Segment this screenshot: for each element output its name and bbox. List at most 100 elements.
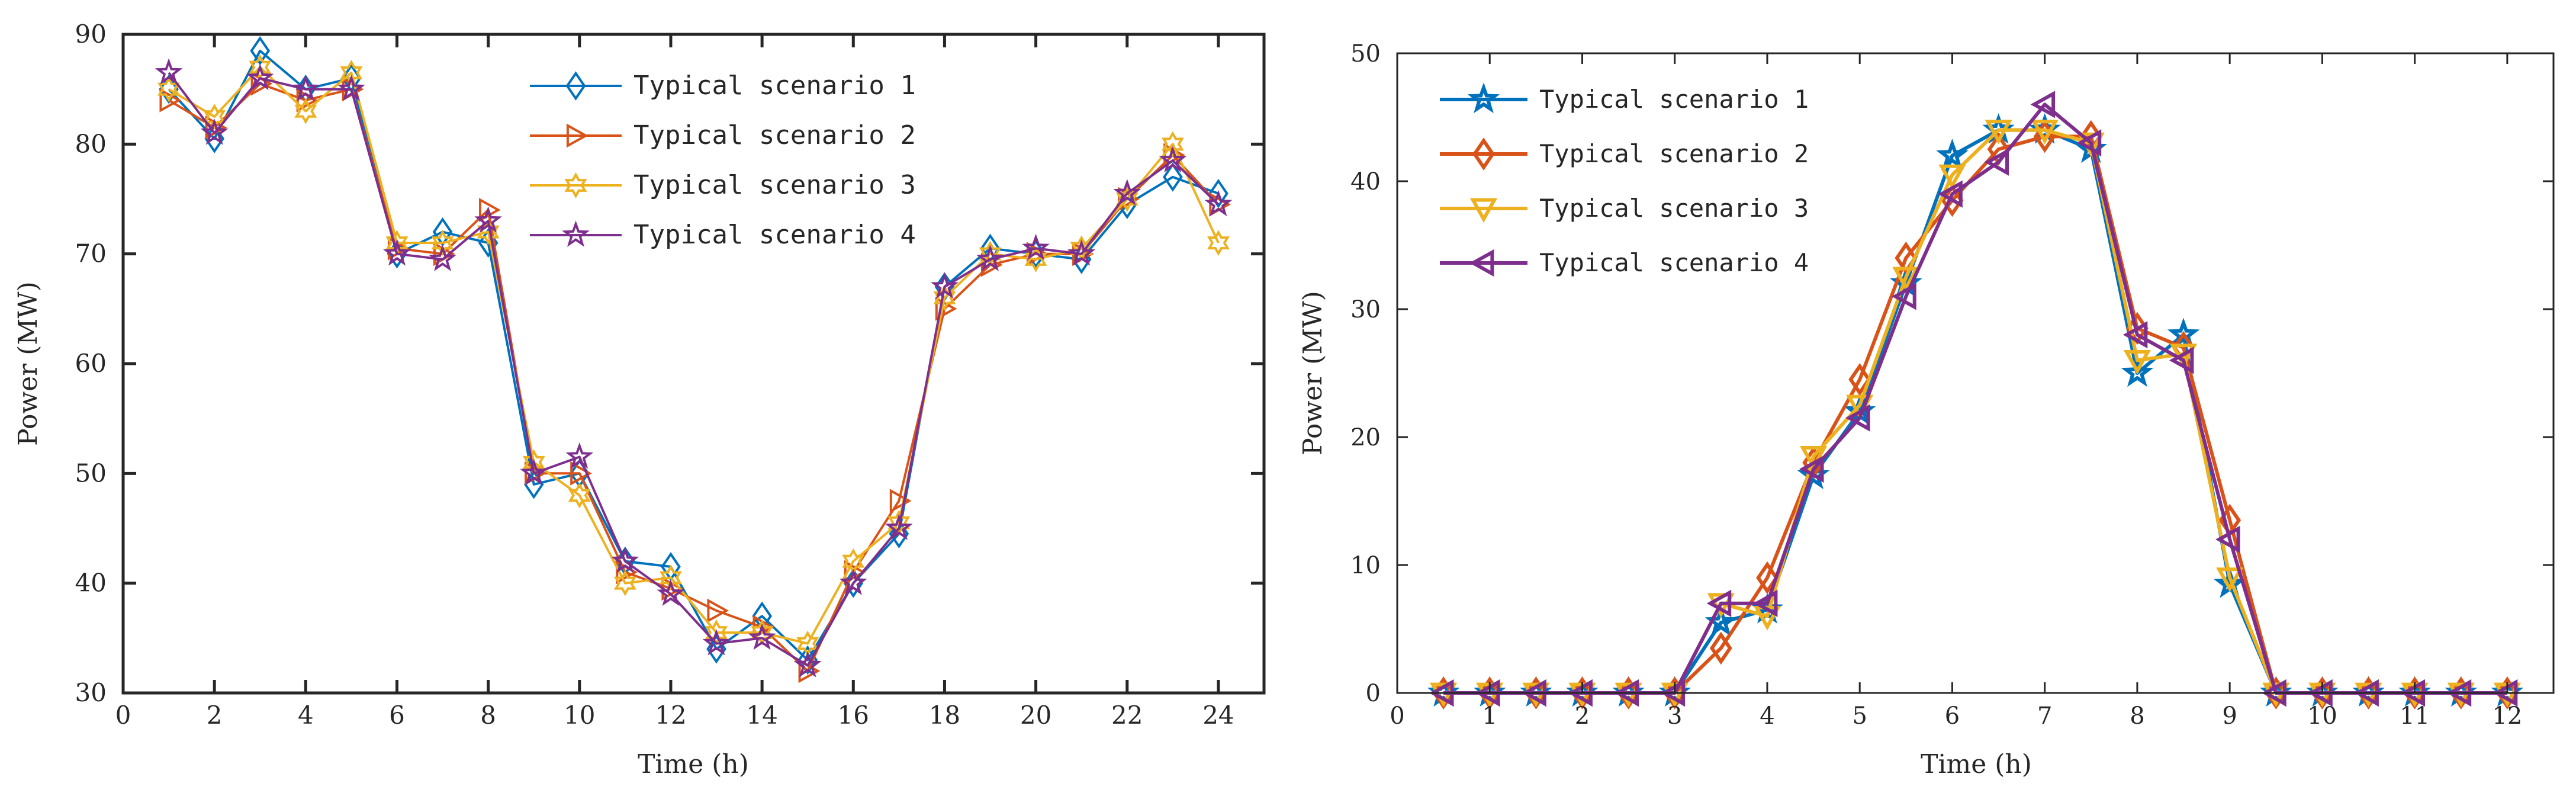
legend-item: Typical scenario 3 xyxy=(1440,194,1809,223)
data-point xyxy=(1204,190,1233,217)
data-point xyxy=(657,579,685,606)
data-point xyxy=(1985,120,2012,145)
legend-marker xyxy=(1467,82,1500,114)
legend-marker xyxy=(566,123,588,148)
data-point xyxy=(1208,178,1228,208)
series-group xyxy=(155,36,1233,683)
x-tick-label: 16 xyxy=(838,701,869,730)
data-point xyxy=(659,564,682,591)
data-point xyxy=(2030,91,2056,118)
data-point xyxy=(980,233,1001,264)
y-tick-label: 50 xyxy=(1350,40,1381,68)
y-tick-label: 80 xyxy=(75,129,107,158)
data-point xyxy=(250,36,271,66)
data-point xyxy=(2076,129,2102,157)
x-tick-label: 7 xyxy=(2037,702,2052,730)
y-tick-label: 20 xyxy=(1350,424,1381,451)
data-point xyxy=(702,628,731,656)
y-tick-label: 60 xyxy=(75,349,107,378)
series-4 xyxy=(155,58,1233,678)
x-tick-label: 4 xyxy=(298,701,314,730)
data-point xyxy=(1892,283,1916,310)
data-point xyxy=(1938,180,1963,208)
data-point xyxy=(2167,317,2200,349)
data-point xyxy=(337,75,365,101)
legend-item: Typical scenario 1 xyxy=(1440,82,1809,114)
data-point xyxy=(1799,455,1824,483)
data-point xyxy=(1895,241,1918,275)
legend-item: Typical scenario 2 xyxy=(530,120,916,150)
data-point xyxy=(1756,561,1779,595)
plot-area xyxy=(123,34,1264,693)
data-point xyxy=(1161,131,1184,158)
x-tick-label: 22 xyxy=(1111,701,1143,730)
x-tick-label: 8 xyxy=(2130,702,2144,730)
data-point xyxy=(291,75,320,101)
data-point xyxy=(793,651,822,678)
data-point xyxy=(933,284,956,311)
x-tick-label: 6 xyxy=(389,701,405,730)
x-tick-label: 0 xyxy=(115,701,131,730)
data-point xyxy=(1848,362,1871,396)
data-point xyxy=(931,272,959,299)
legend-label: Typical scenario 3 xyxy=(1539,194,1809,223)
legend-marker xyxy=(565,71,586,101)
data-point xyxy=(2216,567,2244,592)
x-tick-label: 3 xyxy=(1667,702,1682,730)
data-point xyxy=(203,104,226,130)
legend-label: Typical scenario 4 xyxy=(633,220,916,250)
data-point xyxy=(1159,146,1187,173)
x-tick-label: 12 xyxy=(655,701,686,730)
x-tick-label: 11 xyxy=(2400,702,2430,730)
data-point xyxy=(1162,162,1183,192)
data-point xyxy=(2169,344,2198,368)
y-tick-label: 70 xyxy=(75,239,107,268)
y-tick-label: 30 xyxy=(1350,296,1381,323)
data-point xyxy=(155,58,183,85)
x-tick-label: 9 xyxy=(2222,702,2237,730)
legend-item: Typical scenario 4 xyxy=(1440,248,1809,277)
y-tick-label: 30 xyxy=(75,678,107,707)
x-tick-label: 8 xyxy=(480,701,496,730)
data-point xyxy=(477,219,500,245)
y-tick-label: 10 xyxy=(1350,552,1381,579)
legend-item: Typical scenario 4 xyxy=(530,220,916,250)
legend-label: Typical scenario 3 xyxy=(633,170,916,200)
legend-item: Typical scenario 1 xyxy=(530,70,916,101)
data-point xyxy=(1115,186,1139,212)
data-point xyxy=(568,482,591,509)
x-tick-label: 6 xyxy=(1945,702,1960,730)
y-tick-label: 0 xyxy=(1366,680,1381,707)
x-tick-label: 1 xyxy=(1482,702,1497,730)
legend-label: Typical scenario 2 xyxy=(633,120,916,150)
data-point xyxy=(707,598,729,623)
data-point xyxy=(159,88,182,113)
data-point xyxy=(1022,233,1050,261)
data-point xyxy=(474,206,503,233)
data-point xyxy=(748,623,776,650)
x-tick-label: 10 xyxy=(564,701,595,730)
legend-marker xyxy=(562,220,590,247)
legend: Typical scenario 1 Typical scenario 2 Typi… xyxy=(530,70,916,250)
data-point xyxy=(1067,239,1096,266)
data-point xyxy=(2123,350,2151,375)
y-tick-label: 40 xyxy=(75,569,107,598)
legend-label: Typical scenario 1 xyxy=(1539,85,1809,114)
x-tick-label: 12 xyxy=(2492,702,2522,730)
x-tick-label: 5 xyxy=(1852,702,1867,730)
plot-area xyxy=(1397,53,2554,693)
legend-marker xyxy=(1469,198,1498,223)
data-point xyxy=(2121,356,2154,387)
legend-marker xyxy=(1472,137,1495,171)
y-axis-label: Power (MW) xyxy=(1298,291,1328,455)
legend: Typical scenario 1 Typical scenario 2 Typi… xyxy=(1440,82,1809,277)
data-point xyxy=(1709,631,1732,665)
legend-item: Typical scenario 3 xyxy=(530,170,916,200)
data-point xyxy=(889,489,912,513)
x-tick-label: 20 xyxy=(1020,701,1051,730)
data-point xyxy=(1892,267,1920,292)
